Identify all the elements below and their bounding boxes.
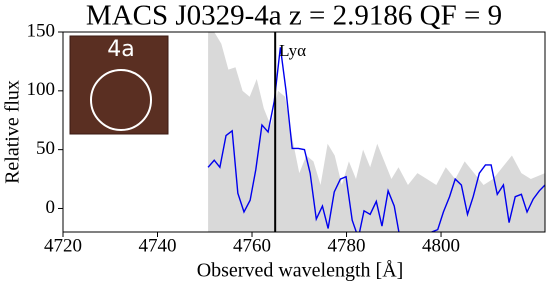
x-axis-label: Observed wavelength [Å] — [197, 260, 404, 282]
y-tick-label: 50 — [36, 138, 55, 159]
inset-circle — [90, 69, 152, 131]
x-tick-label: 4760 — [233, 235, 271, 256]
axes-frame — [62, 31, 546, 233]
y-tick-label: 150 — [27, 20, 56, 41]
y-tick-label: 0 — [46, 197, 56, 218]
lya-label: Lyα — [279, 41, 306, 60]
inset-label: 4a — [107, 37, 134, 62]
x-tick-label: 4780 — [328, 235, 366, 256]
spectrum-line — [207, 47, 545, 232]
inset: 4a — [69, 35, 169, 135]
x-tick-label: 4720 — [44, 235, 82, 256]
y-tick-label: 100 — [27, 79, 56, 100]
x-tick-label: 4740 — [139, 235, 177, 256]
chart-title: MACS J0329-4a z = 2.9186 QF = 9 — [86, 0, 502, 32]
y-axis-label: Relative flux — [2, 80, 24, 184]
noise-area — [208, 32, 545, 232]
plot-area: Lyα — [207, 32, 545, 232]
inset-border — [69, 35, 169, 135]
x-tick-label: 4800 — [422, 235, 460, 256]
inset-image — [70, 36, 168, 134]
